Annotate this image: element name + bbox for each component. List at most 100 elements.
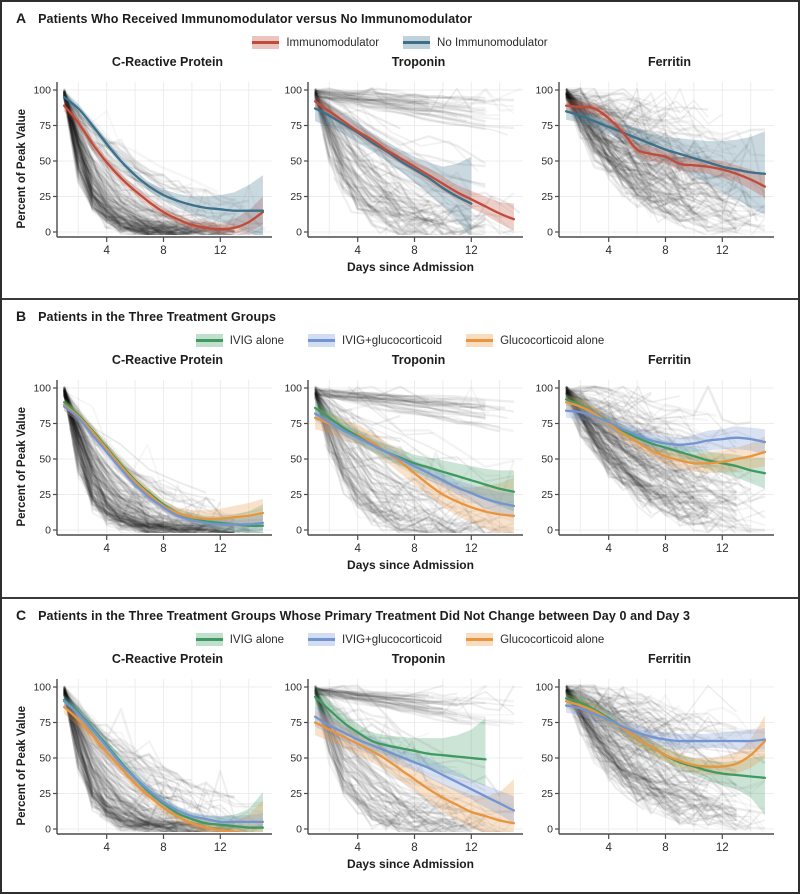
legend-label: Glucocorticoid alone [500, 334, 605, 347]
legend-line-icon [252, 41, 280, 44]
panel-c-header: C Patients in the Three Treatment Groups… [10, 604, 790, 627]
svg-text:12: 12 [214, 245, 227, 257]
svg-text:75: 75 [39, 418, 51, 430]
plot-b-ferritin: Ferritin 0 25 50 75 100 4 8 12 [536, 353, 785, 558]
svg-text:25: 25 [290, 191, 302, 203]
legend-line-icon [308, 638, 336, 641]
legend-label: IVIG+glucocorticoid [342, 334, 443, 347]
plot-title: Ferritin [647, 652, 692, 666]
svg-text:8: 8 [662, 245, 668, 257]
svg-text:75: 75 [541, 717, 553, 729]
legend-swatch [466, 334, 494, 347]
svg-text:4: 4 [354, 842, 361, 854]
panel-a-letter: A [16, 10, 27, 26]
legend-swatch [308, 633, 336, 646]
legend-label: IVIG alone [229, 334, 285, 347]
svg-text:100: 100 [536, 85, 553, 97]
legend-item: Immunomodulator [252, 36, 379, 49]
plot-title: C-Reactive Protein [111, 353, 224, 367]
svg-text:4: 4 [354, 245, 361, 257]
chart-c-troponin: 0 25 50 75 100 4 8 12 [285, 679, 523, 854]
panel-b-title: Patients in the Three Treatment Groups [38, 310, 277, 324]
svg-text:4: 4 [103, 842, 110, 854]
svg-text:100: 100 [34, 682, 51, 694]
svg-text:0: 0 [296, 227, 302, 239]
legend-item: IVIG+glucocorticoid [308, 633, 442, 646]
svg-text:25: 25 [39, 788, 51, 800]
svg-text:50: 50 [39, 753, 51, 765]
panel-c-legend: IVIG alone IVIG+glucocorticoid Glucocortic… [10, 627, 790, 652]
svg-text:100: 100 [285, 682, 302, 694]
svg-text:25: 25 [39, 489, 51, 501]
panel-a: A Patients Who Received Immunomodulator … [2, 2, 798, 298]
x-axis-label: Days since Admission [347, 857, 474, 871]
svg-text:4: 4 [605, 543, 612, 555]
svg-text:25: 25 [541, 788, 553, 800]
svg-text:4: 4 [605, 245, 612, 257]
plot-a-troponin: Troponin 0 25 50 75 100 4 8 12 [285, 55, 534, 260]
svg-text:0: 0 [45, 824, 51, 836]
svg-text:75: 75 [39, 717, 51, 729]
svg-text:75: 75 [290, 717, 302, 729]
svg-text:75: 75 [39, 120, 51, 132]
svg-text:100: 100 [285, 85, 302, 97]
plot-a-crp: C-Reactive Protein 0 25 50 75 100 4 8 12 [34, 55, 283, 260]
svg-text:12: 12 [716, 543, 729, 555]
svg-text:75: 75 [290, 120, 302, 132]
svg-text:12: 12 [214, 543, 227, 555]
x-axis-label: Days since Admission [347, 260, 474, 274]
legend-item: IVIG+glucocorticoid [308, 334, 442, 347]
plot-title: Ferritin [647, 55, 692, 69]
svg-text:12: 12 [465, 543, 478, 555]
svg-text:0: 0 [296, 525, 302, 537]
y-axis-label-column: Percent of Peak Value [10, 652, 34, 857]
svg-text:0: 0 [547, 824, 553, 836]
legend-swatch [195, 633, 223, 646]
legend-item: IVIG alone [195, 334, 285, 347]
legend-item: No Immunomodulator [403, 36, 548, 49]
svg-text:12: 12 [214, 842, 227, 854]
svg-text:75: 75 [541, 418, 553, 430]
svg-text:8: 8 [160, 245, 166, 257]
svg-text:100: 100 [34, 85, 51, 97]
plot-b-troponin: Troponin 0 25 50 75 100 4 8 12 [285, 353, 534, 558]
panel-b-header: B Patients in the Three Treatment Groups [10, 305, 790, 328]
plot-title: Troponin [391, 55, 446, 69]
svg-text:0: 0 [45, 525, 51, 537]
chart-b-ferritin: 0 25 50 75 100 4 8 12 [536, 380, 774, 555]
panel-b: B Patients in the Three Treatment Groups… [2, 298, 798, 597]
legend-label: No Immunomodulator [437, 36, 548, 49]
panel-b-legend: IVIG alone IVIG+glucocorticoid Glucocortic… [10, 328, 790, 353]
svg-text:25: 25 [39, 191, 51, 203]
svg-text:8: 8 [160, 842, 166, 854]
panel-c: C Patients in the Three Treatment Groups… [2, 597, 798, 888]
x-axis-label: Days since Admission [347, 558, 474, 572]
svg-text:100: 100 [536, 383, 553, 395]
plot-c-troponin: Troponin 0 25 50 75 100 4 8 12 [285, 652, 534, 857]
legend-label: Glucocorticoid alone [500, 633, 605, 646]
plot-b-crp: C-Reactive Protein 0 25 50 75 100 4 8 12 [34, 353, 283, 558]
plot-title: Ferritin [647, 353, 692, 367]
panel-a-plots: Percent of Peak Value C-Reactive Protein… [10, 55, 790, 260]
svg-text:4: 4 [103, 543, 110, 555]
legend-label: IVIG+glucocorticoid [342, 633, 443, 646]
legend-swatch [403, 36, 431, 49]
plot-title: Troponin [391, 652, 446, 666]
svg-text:12: 12 [716, 245, 729, 257]
legend-line-icon [466, 638, 494, 641]
plot-title: C-Reactive Protein [111, 55, 224, 69]
panel-a-legend: Immunomodulator No Immunomodulator [10, 30, 790, 55]
svg-text:12: 12 [465, 245, 478, 257]
chart-b-troponin: 0 25 50 75 100 4 8 12 [285, 380, 523, 555]
chart-c-crp: 0 25 50 75 100 4 8 12 [34, 679, 272, 854]
panel-c-letter: C [16, 607, 27, 623]
panel-a-title: Patients Who Received Immunomodulator ve… [38, 12, 473, 26]
chart-b-crp: 0 25 50 75 100 4 8 12 [34, 380, 272, 555]
legend-item: Glucocorticoid alone [466, 633, 604, 646]
svg-text:0: 0 [296, 824, 302, 836]
svg-text:50: 50 [290, 156, 302, 168]
svg-text:100: 100 [285, 383, 302, 395]
panel-c-plots: Percent of Peak Value C-Reactive Protein… [10, 652, 790, 857]
plot-a-ferritin: Ferritin 0 25 50 75 100 4 8 12 [536, 55, 785, 260]
panel-c-title: Patients in the Three Treatment Groups W… [38, 609, 691, 623]
